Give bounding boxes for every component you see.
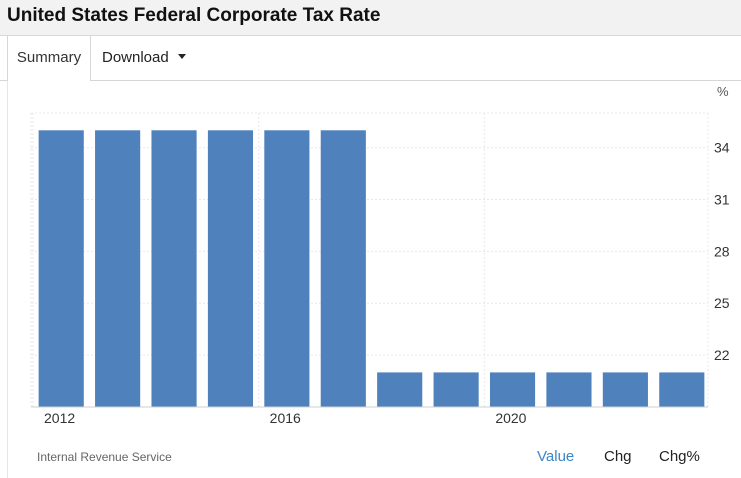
chg-link[interactable]: Chg	[604, 448, 632, 465]
source-label: Internal Revenue Service	[37, 450, 172, 464]
bar-2015	[207, 130, 254, 407]
bar-2021	[546, 372, 592, 407]
y-unit-label: %	[717, 84, 729, 99]
bar-2023	[659, 372, 705, 407]
tab-bar: Summary Download	[0, 36, 741, 81]
bar-2013	[95, 130, 141, 407]
value-link[interactable]: Value	[537, 448, 575, 465]
y-tick-label: 25	[714, 295, 730, 311]
y-tick-label: 28	[714, 243, 730, 259]
x-tick-label: 2020	[495, 410, 526, 426]
tax-rate-chart: 22 25 28 31 34% 2012 2016 2020	[30, 84, 730, 426]
bar-2020	[489, 372, 536, 407]
tab-download[interactable]: Download	[102, 36, 186, 81]
bar-2022	[602, 372, 648, 407]
y-tick-label: 34	[714, 140, 730, 156]
bar-2014	[151, 130, 197, 407]
bar-2012	[38, 130, 84, 407]
tab-summary[interactable]: Summary	[7, 36, 91, 81]
chg-percent-link[interactable]: Chg%	[659, 448, 700, 465]
title-bar: United States Federal Corporate Tax Rate	[0, 0, 741, 36]
x-tick-label: 2012	[44, 410, 75, 426]
bar-2017	[320, 130, 366, 407]
caret-down-icon	[177, 53, 186, 59]
y-tick-label: 22	[714, 347, 730, 363]
x-tick-label: 2016	[270, 410, 301, 426]
bar-2019	[433, 372, 479, 407]
tab-download-label: Download	[102, 49, 169, 66]
page-title: United States Federal Corporate Tax Rate	[7, 5, 381, 26]
chart-panel: 22 25 28 31 34% 2012 2016 2020	[7, 81, 741, 478]
bar-2016	[264, 130, 310, 407]
bar-2018	[377, 372, 423, 407]
y-tick-label: 31	[714, 191, 730, 207]
